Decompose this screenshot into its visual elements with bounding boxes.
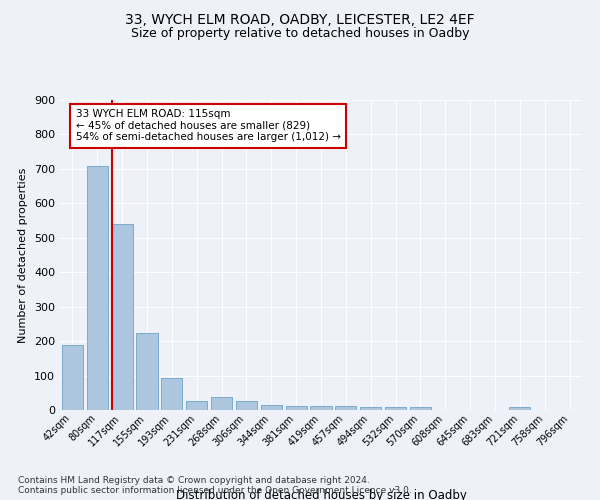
Bar	[87, 166, 108, 410]
Text: Contains HM Land Registry data © Crown copyright and database right 2024.
Contai: Contains HM Land Registry data © Crown c…	[18, 476, 412, 495]
Bar	[261, 405, 282, 410]
Text: Size of property relative to detached houses in Oadby: Size of property relative to detached ho…	[131, 28, 469, 40]
Text: 33 WYCH ELM ROAD: 115sqm
← 45% of detached houses are smaller (829)
54% of semi-: 33 WYCH ELM ROAD: 115sqm ← 45% of detach…	[76, 110, 341, 142]
Bar	[236, 402, 257, 410]
Bar	[211, 397, 232, 410]
Bar	[509, 407, 530, 410]
Bar	[385, 407, 406, 410]
Bar	[136, 332, 158, 410]
Bar	[410, 407, 431, 410]
Text: 33, WYCH ELM ROAD, OADBY, LEICESTER, LE2 4EF: 33, WYCH ELM ROAD, OADBY, LEICESTER, LE2…	[125, 12, 475, 26]
Bar	[62, 344, 83, 410]
Bar	[360, 407, 381, 410]
Bar	[186, 400, 207, 410]
X-axis label: Distribution of detached houses by size in Oadby: Distribution of detached houses by size …	[176, 490, 466, 500]
Bar	[161, 378, 182, 410]
Bar	[335, 406, 356, 410]
Y-axis label: Number of detached properties: Number of detached properties	[19, 168, 28, 342]
Bar	[286, 406, 307, 410]
Bar	[310, 406, 332, 410]
Bar	[112, 224, 133, 410]
